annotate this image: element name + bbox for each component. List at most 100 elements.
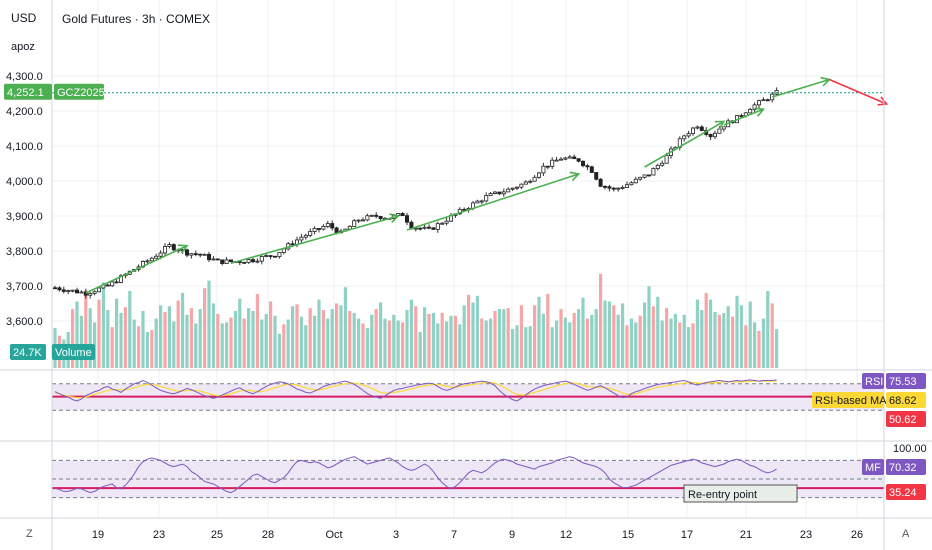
volume-bar bbox=[665, 308, 669, 368]
volume-bar bbox=[339, 305, 343, 368]
volume-name-badge-text: Volume bbox=[55, 347, 92, 359]
candle-up bbox=[682, 135, 687, 140]
candle-down bbox=[268, 255, 273, 257]
candle-up bbox=[88, 293, 93, 296]
candle-down bbox=[765, 99, 770, 102]
volume-bar bbox=[286, 319, 290, 368]
volume-bar bbox=[159, 305, 163, 368]
candle-up bbox=[757, 100, 762, 106]
candle-down bbox=[171, 244, 176, 251]
volume-bar bbox=[533, 305, 537, 368]
volume-bar bbox=[211, 303, 215, 368]
x-tick-label: 26 bbox=[851, 529, 863, 541]
candle-down bbox=[272, 255, 277, 258]
candle-down bbox=[581, 160, 586, 167]
candle-down bbox=[585, 165, 590, 168]
volume-bar bbox=[682, 314, 686, 368]
volume-bar bbox=[423, 307, 427, 368]
re-entry-note bbox=[683, 484, 798, 503]
volume-bar bbox=[242, 318, 246, 368]
volume-bar bbox=[348, 311, 352, 368]
candle-up bbox=[519, 183, 524, 188]
rsi-name-badge-text: RSI bbox=[865, 376, 883, 388]
candle-down bbox=[739, 115, 744, 117]
candle-up bbox=[651, 168, 656, 176]
candle-up bbox=[211, 258, 216, 261]
volume-bar bbox=[269, 301, 273, 368]
candle-up bbox=[110, 281, 115, 287]
candle-down bbox=[708, 134, 713, 138]
volume-bar bbox=[590, 314, 594, 368]
candle-up bbox=[162, 246, 167, 254]
volume-value-badge-text: 24.7K bbox=[13, 347, 42, 359]
candle-down bbox=[404, 215, 409, 223]
candle-down bbox=[53, 287, 58, 290]
user-label[interactable]: apoz bbox=[11, 41, 35, 53]
volume-bar bbox=[291, 306, 295, 368]
volume-bar bbox=[238, 298, 242, 368]
volume-bar bbox=[71, 309, 75, 368]
candle-up bbox=[70, 289, 75, 292]
candle-up bbox=[567, 156, 572, 159]
candle-up bbox=[312, 228, 317, 232]
volume-bar bbox=[357, 318, 361, 368]
candle-up bbox=[154, 255, 159, 259]
y-tick-label: 3,900.0 bbox=[6, 211, 43, 223]
volume-bar bbox=[251, 311, 255, 368]
candle-up bbox=[633, 178, 638, 184]
volume-bar bbox=[568, 322, 572, 368]
volume-bar bbox=[277, 333, 281, 368]
candle-down bbox=[206, 253, 211, 261]
candle-up bbox=[642, 174, 647, 178]
volume-bar bbox=[229, 317, 233, 368]
x-tick-label: 23 bbox=[800, 529, 812, 541]
volume-bar bbox=[638, 315, 642, 368]
volume-bar bbox=[321, 310, 325, 368]
auto-scale-label[interactable]: A bbox=[902, 528, 910, 540]
mf-name-badge bbox=[862, 459, 884, 475]
volume-bar bbox=[502, 309, 506, 368]
candle-down bbox=[193, 253, 198, 256]
candle-up bbox=[484, 195, 489, 202]
candle-up bbox=[352, 220, 357, 227]
candle-down bbox=[184, 249, 189, 256]
volume-bar bbox=[629, 318, 633, 368]
candle-down bbox=[603, 185, 608, 188]
candle-up bbox=[79, 291, 84, 294]
y-tick-label: 3,600.0 bbox=[6, 316, 43, 328]
currency-label[interactable]: USD bbox=[11, 11, 37, 25]
volume-bar bbox=[343, 287, 347, 368]
volume-bar bbox=[247, 308, 251, 368]
candle-up bbox=[686, 133, 691, 137]
volume-bar bbox=[154, 318, 158, 368]
volume-bar bbox=[414, 306, 418, 368]
zoom-label[interactable]: Z bbox=[26, 528, 33, 540]
volume-bar bbox=[594, 309, 598, 368]
ticker-badge bbox=[54, 83, 104, 100]
candle-up bbox=[528, 180, 533, 183]
green-trend-arrow-head bbox=[177, 244, 189, 254]
volume-bar bbox=[625, 325, 629, 368]
candle-down bbox=[198, 253, 203, 256]
mf-value-badge bbox=[886, 459, 926, 475]
volume-bar bbox=[84, 290, 88, 368]
volume-bar bbox=[537, 296, 541, 368]
price-candles bbox=[53, 87, 779, 299]
volume-value-badge bbox=[10, 344, 46, 360]
candle-down bbox=[57, 287, 62, 291]
candle-down bbox=[215, 258, 220, 261]
volume-bar bbox=[392, 314, 396, 368]
volume-bar bbox=[559, 309, 563, 368]
rsi-pane bbox=[52, 379, 884, 411]
candle-up bbox=[616, 187, 621, 190]
candle-up bbox=[281, 248, 286, 253]
volume-bar bbox=[691, 323, 695, 368]
volume-bar bbox=[260, 319, 264, 368]
volume-bar bbox=[326, 318, 330, 368]
volume-bar bbox=[753, 322, 757, 368]
volume-bar bbox=[216, 313, 220, 368]
volume-bar bbox=[106, 310, 110, 368]
volume-bar bbox=[704, 292, 708, 368]
candle-up bbox=[308, 231, 313, 236]
